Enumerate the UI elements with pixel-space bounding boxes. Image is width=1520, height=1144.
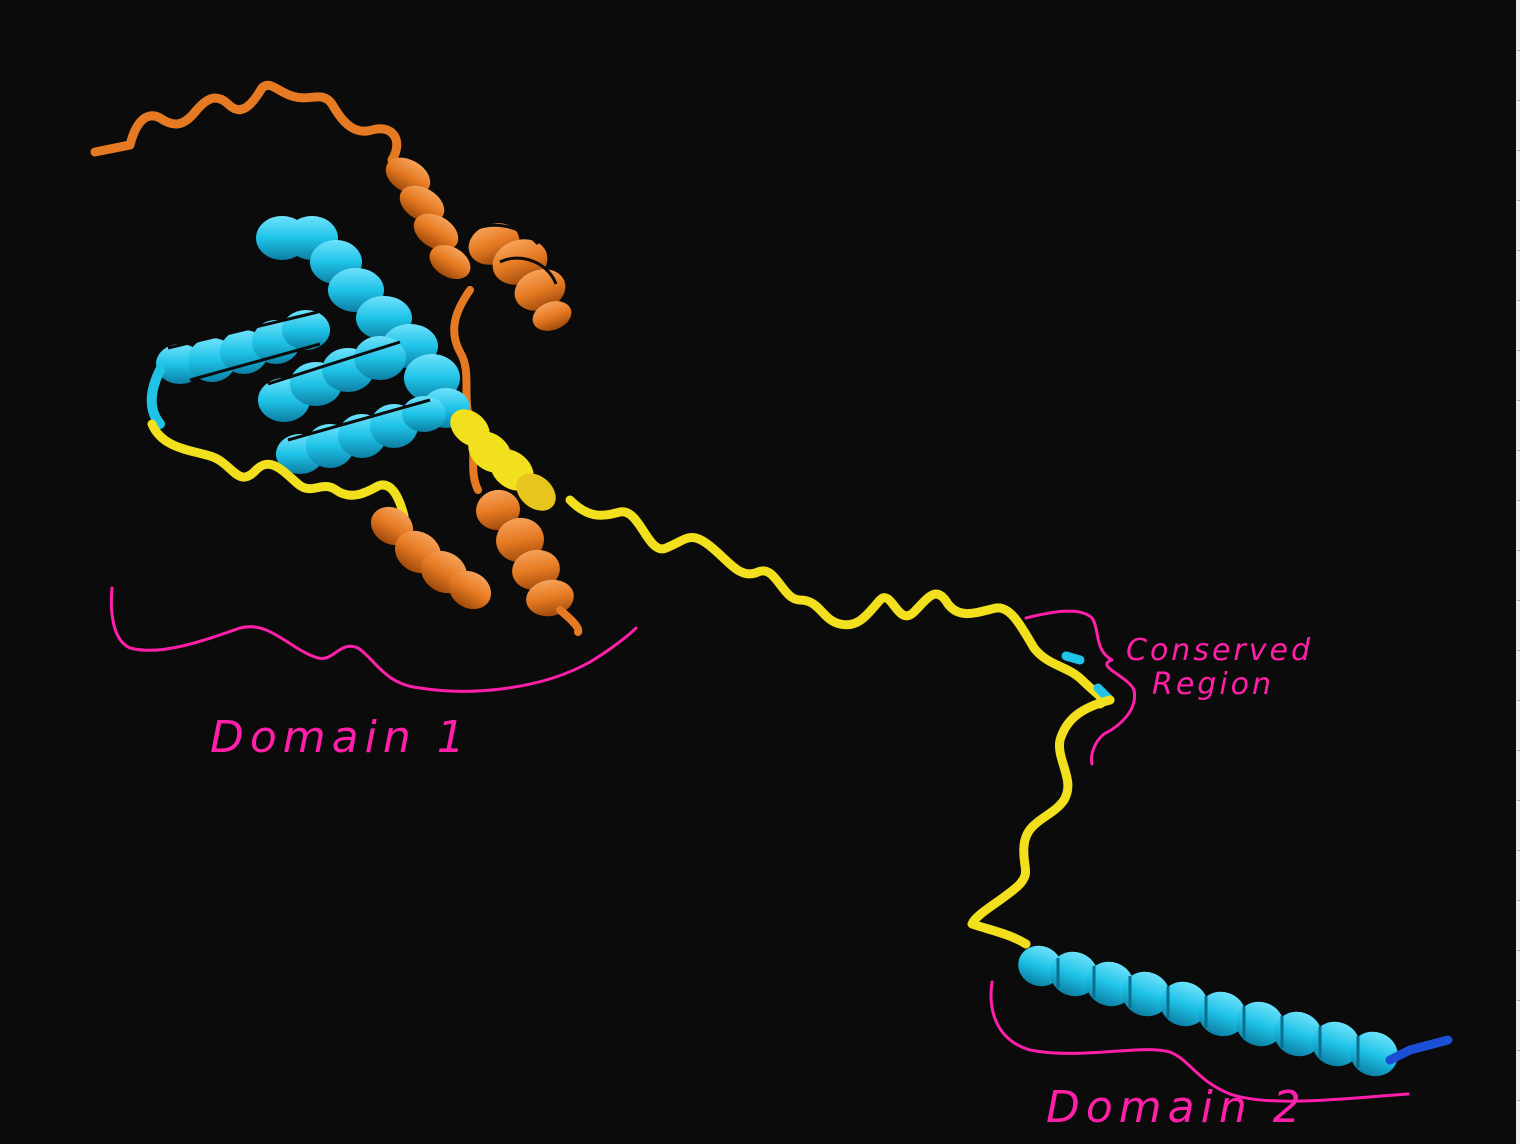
scrollbar-tick [1517,600,1520,601]
conserved-label-line1: Conserved [1126,633,1313,668]
orange-helix-upper [385,157,471,280]
scrollbar-tick [1517,750,1520,751]
orange-coil-n-terminus [90,80,402,165]
yellow-linker-coil [565,495,1108,709]
scrollbar-tick [1517,300,1520,301]
cyan-helix-bundle-domain1 [146,216,470,474]
scrollbar-tick [1517,200,1520,201]
scrollbar-tick [1517,850,1520,851]
scrollbar-tick [1517,1050,1520,1051]
domain2-label: Domain 2 [1046,1082,1307,1133]
scrollbar-tick [1517,500,1520,501]
conserved-label-line2: Region [1152,667,1274,702]
cyan-helix-domain2 [1018,945,1453,1077]
scrollbar-tick [1517,1100,1520,1101]
scrollbar-tick [1517,50,1520,51]
scrollbar-tick [1517,150,1520,151]
scrollbar-tick [1517,650,1520,651]
scrollbar-tick [1517,100,1520,101]
scrollbar-tick [1517,400,1520,401]
vertical-scrollbar[interactable] [1516,0,1520,1144]
domain1-bracket [109,586,638,693]
scrollbar-tick [1517,700,1520,701]
scrollbar-tick [1517,800,1520,801]
conserved-region-bracket [1024,609,1137,766]
orange-helix-right-bundle [468,223,572,331]
scrollbar-tick [1517,950,1520,951]
domain2-bracket [989,980,1410,1103]
yellow-coil-domain1 [147,419,409,521]
yellow-helix-core [450,409,556,511]
scrollbar-tick [1517,550,1520,551]
scrollbar-tick [1517,350,1520,351]
scrollbar-tick [1517,450,1520,451]
orange-helix-lower [370,489,583,636]
domain1-label: Domain 1 [210,712,471,763]
scrollbar-tick [1517,250,1520,251]
scrollbar-tick [1517,1000,1520,1001]
scrollbar-tick [1517,900,1520,901]
yellow-coil-descending [967,695,1115,949]
